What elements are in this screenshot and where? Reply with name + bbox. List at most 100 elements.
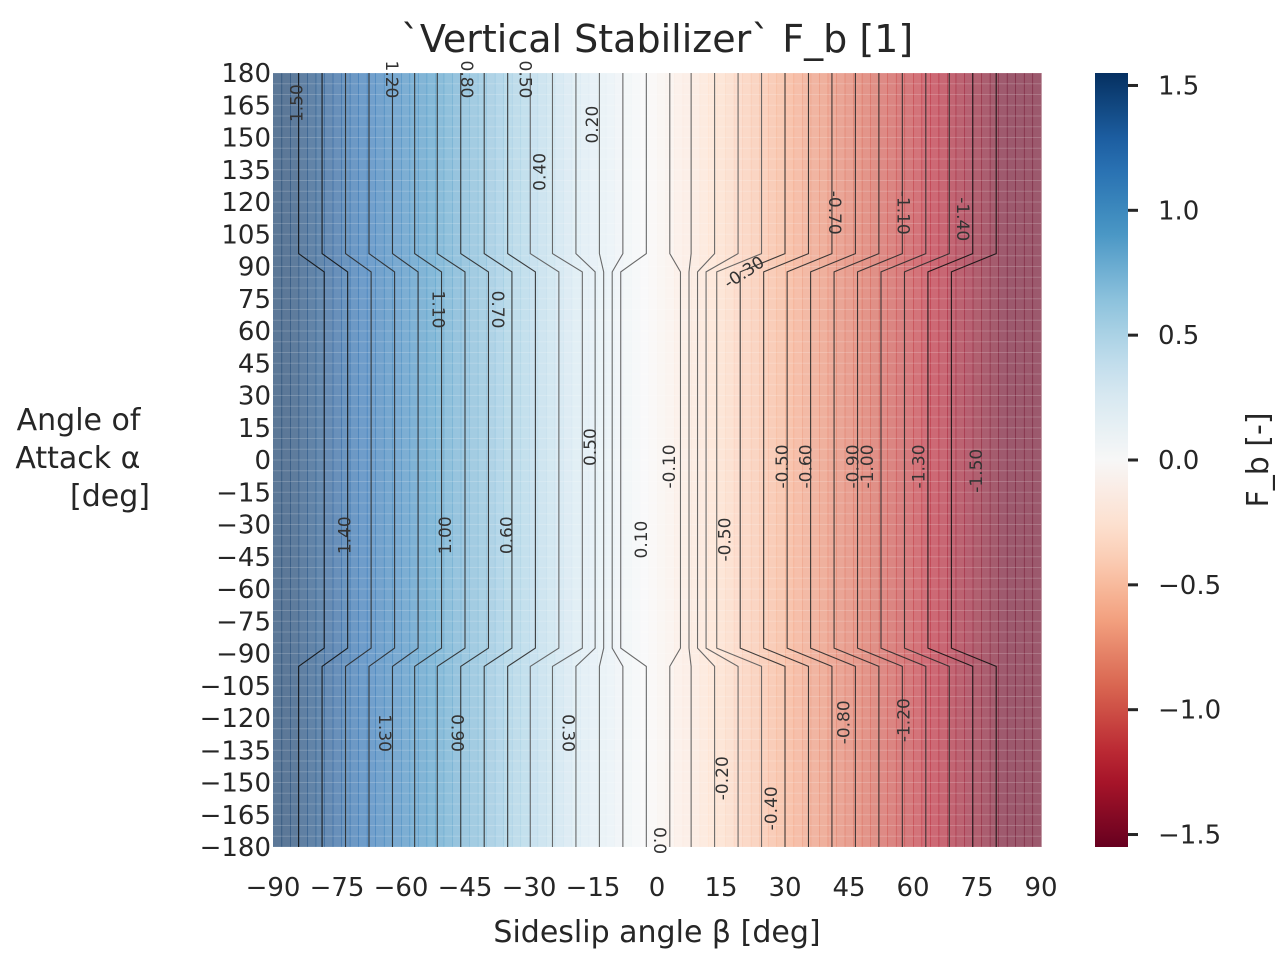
- heatmap-cell: [631, 73, 641, 847]
- contour-line: [598, 73, 605, 847]
- heatmap-cell: [930, 73, 940, 847]
- heatmap-cell: [989, 73, 999, 847]
- heatmap-cell: [793, 73, 803, 847]
- heatmap-cell: [964, 73, 974, 847]
- heatmap-cell: [571, 73, 581, 847]
- contour-line: [739, 73, 786, 847]
- contour-line: [927, 73, 974, 847]
- x-tick-label: −60: [374, 873, 429, 903]
- y-axis-label-line-3: [deg]: [70, 479, 150, 514]
- heatmap-cell: [955, 73, 965, 847]
- y-tick-label: 30: [238, 382, 271, 412]
- heatmap-cell: [733, 73, 743, 847]
- heatmap-cell: [682, 73, 692, 847]
- heatmap-cell: [921, 73, 931, 847]
- contour-line: [856, 73, 903, 847]
- heatmap-cell: [588, 73, 598, 847]
- contour-label: 1.00: [436, 516, 456, 554]
- contour-label: 0.20: [583, 106, 603, 144]
- heatmap-cell: [699, 73, 709, 847]
- contour-line: [551, 73, 583, 847]
- x-tick-label: −75: [310, 873, 365, 903]
- contour-label: 0.40: [531, 153, 551, 191]
- colorbar-tick-label: 0.5: [1158, 321, 1199, 351]
- heatmap-cell: [895, 73, 906, 847]
- contour-line: [696, 73, 716, 847]
- y-tick-label: 105: [221, 220, 271, 250]
- x-tick-label: −45: [438, 873, 493, 903]
- y-axis-label-line-2: Attack α: [15, 441, 140, 476]
- heatmap-cell: [938, 73, 948, 847]
- x-tick-label: 30: [768, 873, 801, 903]
- heatmap-cell: [657, 73, 667, 847]
- contour-line: [705, 73, 739, 847]
- heatmap-cell: [511, 73, 522, 847]
- heatmap-cell: [307, 73, 317, 847]
- heatmap-cell: [358, 73, 368, 847]
- y-tick-label: 60: [238, 317, 271, 347]
- heatmap-cell: [614, 73, 624, 847]
- contour-line: [344, 73, 372, 847]
- heatmap-cell: [477, 73, 487, 847]
- heatmap-cell: [844, 73, 854, 847]
- contour-label: -1.50: [967, 449, 987, 493]
- colorbar: [1095, 73, 1128, 847]
- y-axis-label-line-1: Angle of: [17, 403, 142, 438]
- contour-label: -0.90: [843, 444, 863, 488]
- contour-line: [391, 73, 419, 847]
- contour-label: 0.60: [498, 516, 518, 554]
- y-tick-label: 15: [238, 414, 271, 444]
- contour-line: [529, 73, 560, 847]
- heatmap-cell: [674, 73, 684, 847]
- contour-line: [810, 73, 856, 847]
- x-tick-label: 0: [649, 873, 666, 903]
- heatmap-cell: [648, 73, 658, 847]
- y-tick-label: −105: [200, 672, 271, 702]
- heatmap-cell: [725, 73, 735, 847]
- x-tick-label: −30: [502, 873, 557, 903]
- heatmap-cell: [298, 73, 308, 847]
- x-tick-label: 90: [1024, 873, 1057, 903]
- heatmap-cell: [861, 73, 871, 847]
- colorbar-ticks: 1.5 1.0 0.5 0.0 −0.5 −1.0 −1.5: [1128, 71, 1221, 851]
- contour-label: 1.30: [374, 714, 394, 752]
- contour-label: -0.50: [773, 444, 793, 488]
- heatmap-cell: [281, 73, 291, 847]
- contour-line: [950, 73, 997, 847]
- y-tick-label: 180: [221, 59, 271, 89]
- contour-label: -0.20: [713, 756, 733, 800]
- heatmap-cell: [520, 73, 530, 847]
- heatmap-cell: [546, 73, 556, 847]
- heatmap-cell: [409, 73, 419, 847]
- y-tick-label: 165: [221, 91, 271, 121]
- heatmap-cell: [529, 73, 539, 847]
- heatmap-cell: [341, 73, 351, 847]
- contour-label: 0.30: [557, 714, 577, 752]
- y-tick-label: −120: [200, 704, 271, 734]
- contour-label: -1.40: [952, 197, 972, 241]
- contour-line: [298, 73, 325, 847]
- contour-label: -0.40: [762, 786, 782, 830]
- contour-label: -0.80: [835, 700, 855, 744]
- heatmap-cell: [597, 73, 607, 847]
- colorbar-tick-label: 1.5: [1158, 71, 1199, 101]
- heatmap-cell: [290, 73, 300, 847]
- heatmap-cell: [750, 73, 760, 847]
- heatmap-cell: [622, 73, 632, 847]
- contour-line: [620, 73, 647, 847]
- heatmap-cell: [537, 73, 547, 847]
- heatmap-cell: [716, 73, 726, 847]
- heatmap-cell: [1015, 73, 1025, 847]
- heatmap-cell: [435, 73, 445, 847]
- contour-label: 0.10: [632, 521, 652, 559]
- heatmap-cell: [452, 73, 462, 847]
- heatmap-cell: [810, 73, 820, 847]
- contour-label: -1.10: [892, 191, 912, 235]
- contour-label: -0.70: [824, 191, 844, 235]
- contour-line: [833, 73, 880, 847]
- contour-line: [669, 73, 682, 847]
- y-tick-label: −90: [216, 640, 271, 670]
- contour-line: [575, 73, 596, 847]
- contour-line: [483, 73, 513, 847]
